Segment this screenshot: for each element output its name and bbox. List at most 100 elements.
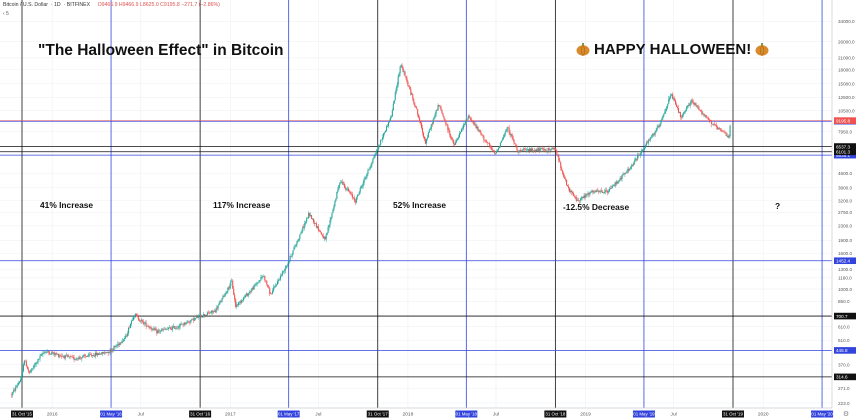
candle-body bbox=[419, 117, 421, 122]
candle-body bbox=[317, 226, 319, 231]
candle-body bbox=[710, 120, 712, 122]
candle-body bbox=[689, 103, 691, 106]
candle-body bbox=[403, 71, 405, 73]
candle-body bbox=[446, 124, 448, 126]
candle-body bbox=[397, 76, 399, 85]
candle-body bbox=[615, 181, 617, 185]
candle-body bbox=[163, 329, 165, 331]
candle-body bbox=[280, 275, 282, 276]
candle-body bbox=[597, 190, 599, 191]
candle-body bbox=[533, 150, 535, 151]
candle-body bbox=[154, 328, 156, 331]
candle-body bbox=[275, 284, 278, 286]
candle-body bbox=[182, 324, 184, 326]
candle-body bbox=[283, 270, 285, 272]
candle-body bbox=[630, 166, 632, 169]
candle-body bbox=[193, 318, 195, 321]
candle-body bbox=[308, 213, 310, 219]
candle-body bbox=[600, 190, 602, 192]
candle-body bbox=[646, 142, 648, 144]
pumpkin-icon bbox=[576, 43, 590, 56]
candle-body bbox=[134, 314, 136, 316]
candle-body bbox=[118, 343, 120, 345]
candle-body bbox=[435, 109, 437, 114]
candle-body bbox=[215, 308, 217, 313]
candle-body bbox=[294, 246, 296, 248]
candle-body bbox=[400, 65, 402, 67]
candle-body bbox=[80, 357, 82, 359]
candle-body bbox=[341, 181, 343, 183]
candle-body bbox=[571, 191, 573, 193]
y-tick-label: 271.0 bbox=[838, 386, 850, 391]
candle-body bbox=[137, 316, 139, 320]
candle-body bbox=[46, 351, 48, 353]
y-tick-label: 18000.0 bbox=[838, 67, 855, 72]
candle-body bbox=[388, 121, 390, 123]
candle-body bbox=[607, 191, 609, 193]
candle-body bbox=[561, 167, 563, 171]
candle-body bbox=[408, 85, 410, 87]
candle-body bbox=[271, 293, 273, 295]
candle-body bbox=[394, 92, 396, 101]
candle-body bbox=[305, 221, 307, 224]
candle-body bbox=[83, 355, 85, 356]
candle-body bbox=[263, 276, 265, 277]
candle-body bbox=[221, 298, 223, 302]
candle-body bbox=[48, 351, 50, 353]
candle-body bbox=[18, 383, 20, 385]
reference-lines bbox=[0, 0, 832, 408]
candle-body bbox=[190, 320, 192, 323]
candle-body bbox=[620, 178, 622, 180]
candle-body bbox=[625, 172, 627, 174]
candle-body bbox=[162, 329, 164, 331]
indicator-toggle[interactable]: ‹ 5 bbox=[3, 11, 9, 17]
candle-body bbox=[375, 153, 377, 156]
candle-body bbox=[195, 317, 197, 319]
candle-body bbox=[682, 113, 684, 115]
candle-body bbox=[659, 124, 661, 127]
candle-body bbox=[229, 286, 231, 289]
candle-body bbox=[238, 302, 240, 306]
candle-body bbox=[386, 126, 389, 127]
candle-body bbox=[189, 322, 191, 323]
candle-body bbox=[475, 124, 477, 129]
gear-icon[interactable]: ⚙ bbox=[843, 410, 849, 418]
candle-body bbox=[187, 321, 189, 323]
candle-body bbox=[295, 244, 297, 247]
candle-body bbox=[464, 121, 466, 125]
y-tick-label: 1160.0 bbox=[838, 276, 852, 281]
candle-body bbox=[609, 188, 611, 189]
candle-body bbox=[392, 103, 394, 111]
y-tick-label: 1900.0 bbox=[838, 238, 852, 243]
candle-body bbox=[322, 235, 324, 239]
candle-body bbox=[350, 193, 353, 195]
x-tick-label: 2016 bbox=[47, 412, 58, 418]
candle-body bbox=[504, 131, 506, 135]
candle-body bbox=[241, 300, 244, 301]
level-tag-label: 314.6 bbox=[836, 375, 848, 380]
candle-body bbox=[261, 276, 263, 278]
candle-body bbox=[449, 130, 451, 136]
candle-body bbox=[389, 117, 391, 122]
candle-body bbox=[379, 144, 381, 146]
candle-body bbox=[420, 121, 422, 124]
candle-body bbox=[515, 143, 517, 147]
candle-body bbox=[474, 124, 476, 126]
candle-body bbox=[432, 119, 434, 125]
candle-body bbox=[251, 288, 253, 290]
pct-2016: 41% Increase bbox=[40, 200, 94, 210]
candle-body bbox=[363, 178, 365, 183]
candle-body bbox=[374, 155, 376, 158]
candle-body bbox=[256, 283, 258, 285]
candle-body bbox=[638, 155, 640, 156]
candle-body bbox=[678, 112, 681, 113]
candle-body bbox=[329, 219, 331, 226]
candle-body bbox=[695, 103, 697, 106]
candle-body bbox=[645, 142, 647, 146]
candle-body bbox=[153, 328, 155, 329]
candle-body bbox=[161, 329, 163, 332]
candle-body bbox=[592, 190, 594, 193]
candle-body bbox=[296, 241, 298, 245]
candle-body bbox=[11, 394, 13, 396]
